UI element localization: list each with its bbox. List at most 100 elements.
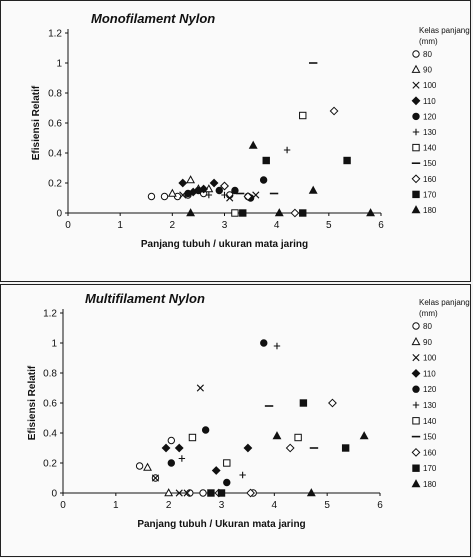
y-axis-label: Efisiensi Relatif — [31, 85, 42, 160]
legend-label-180: 180 — [423, 480, 437, 489]
data-point-110 — [211, 466, 221, 475]
legend-label-110: 110 — [423, 97, 436, 106]
legend-label-80: 80 — [423, 322, 432, 331]
legend-marker-140 — [412, 143, 420, 152]
legend: Kelas panjang (mm) 80 90 100 110 120 130 140 150 1… — [411, 298, 470, 489]
x-tick-label: 1 — [113, 500, 119, 511]
data-point-160 — [329, 106, 339, 116]
multifilament-chart: Multifilament Nylon 0 1 2 3 4 5 6 0 0.2 0.4 0.6 0.8 1… — [27, 291, 470, 530]
y-tick-label: 0.4 — [43, 429, 57, 440]
data-point-120 — [223, 478, 231, 487]
data-point-120 — [201, 426, 210, 434]
legend-marker-80 — [412, 50, 420, 58]
legend-marker-110 — [411, 96, 421, 106]
legend-marker-100 — [412, 354, 420, 362]
legend-label-120: 120 — [423, 385, 437, 394]
x-tick-label: 6 — [377, 500, 383, 511]
data-point-120 — [184, 189, 192, 198]
data-point-100 — [175, 489, 183, 497]
data-point-100 — [196, 384, 204, 392]
multifilament-panel: Multifilament Nylon 0 1 2 3 4 5 6 0 0.2 0.4 0.6 0.8 1… — [0, 284, 471, 557]
x-tick-label: 2 — [170, 220, 176, 231]
y-tick-label: 1 — [51, 339, 57, 350]
x-tick-label: 1 — [117, 220, 123, 231]
legend-label-170: 170 — [423, 190, 437, 199]
legend-label-80: 80 — [423, 50, 432, 59]
data-point-180 — [186, 208, 196, 217]
data-point-80 — [199, 489, 207, 497]
legend-label-90: 90 — [423, 338, 432, 347]
legend-marker-130 — [412, 128, 420, 136]
legend-marker-90 — [411, 336, 421, 346]
legend-marker-140 — [412, 417, 420, 425]
x-tick-label: 2 — [166, 500, 172, 511]
chart-title: Multifilament Nylon — [85, 291, 205, 306]
legend-label-160: 160 — [423, 175, 437, 184]
data-point-160 — [290, 208, 300, 218]
data-point-160 — [328, 398, 337, 408]
data-point-80 — [160, 192, 169, 201]
data-points — [147, 62, 376, 218]
data-point-170 — [207, 489, 215, 497]
x-tick-label: 0 — [65, 220, 71, 231]
legend-label-180: 180 — [423, 206, 437, 215]
data-point-180 — [366, 208, 376, 217]
legend-marker-120 — [412, 112, 420, 121]
y-tick-label: 0.6 — [43, 399, 57, 410]
data-point-160 — [220, 181, 229, 191]
data-point-130 — [178, 455, 186, 462]
data-point-160 — [285, 443, 295, 453]
data-point-120 — [259, 176, 268, 184]
x-tick-label: 5 — [326, 220, 332, 231]
data-point-100 — [226, 194, 234, 202]
legend-label-100: 100 — [423, 81, 437, 90]
data-point-120 — [260, 339, 268, 347]
legend-title: (mm) — [419, 37, 438, 46]
data-point-130 — [283, 146, 291, 154]
data-point-100 — [151, 474, 160, 482]
data-point-170 — [262, 156, 270, 165]
x-tick-label: 4 — [274, 220, 280, 231]
data-point-180 — [248, 140, 258, 149]
legend-label-90: 90 — [423, 66, 432, 75]
data-point-170 — [299, 399, 308, 407]
y-tick-label: 0.8 — [48, 89, 62, 100]
data-point-80 — [167, 436, 176, 445]
legend-label-120: 120 — [423, 112, 437, 121]
y-tick-label: 0 — [51, 489, 57, 500]
x-tick-label: 5 — [324, 500, 330, 511]
y-axis-label: Efisiensi Relatif — [27, 365, 38, 440]
legend-label-130: 130 — [423, 401, 437, 410]
data-point-140 — [294, 433, 302, 442]
y-tick-label: 0.6 — [48, 119, 62, 130]
y-tick-label: 0.8 — [43, 369, 57, 380]
data-point-110 — [174, 443, 184, 453]
x-axis-label: Panjang tubuh / ukuran mata jaring — [141, 239, 308, 250]
y-tick-label: 1.2 — [43, 309, 57, 320]
data-point-90 — [143, 462, 152, 471]
data-point-180 — [272, 431, 282, 440]
y-tick-label: 0.2 — [43, 459, 57, 470]
data-point-90 — [167, 188, 177, 197]
legend-marker-110 — [411, 368, 421, 378]
legend-label-140: 140 — [423, 144, 437, 153]
x-tick-label: 0 — [60, 500, 66, 511]
legend-marker-160 — [411, 174, 421, 184]
data-point-90 — [186, 175, 196, 184]
legend-marker-130 — [412, 401, 420, 409]
data-point-170 — [299, 209, 307, 217]
legend-marker-170 — [412, 464, 420, 472]
legend-marker-160 — [411, 447, 421, 457]
data-point-180 — [359, 431, 369, 440]
data-point-130 — [239, 471, 246, 479]
legend-label-110: 110 — [423, 369, 436, 378]
legend-marker-120 — [412, 385, 420, 393]
x-tick-label: 6 — [378, 220, 384, 231]
data-point-170 — [217, 489, 226, 497]
legend-marker-100 — [412, 81, 420, 89]
data-point-140 — [188, 433, 197, 442]
data-point-130 — [273, 342, 281, 350]
data-point-100 — [183, 489, 191, 497]
data-point-120 — [215, 186, 223, 195]
